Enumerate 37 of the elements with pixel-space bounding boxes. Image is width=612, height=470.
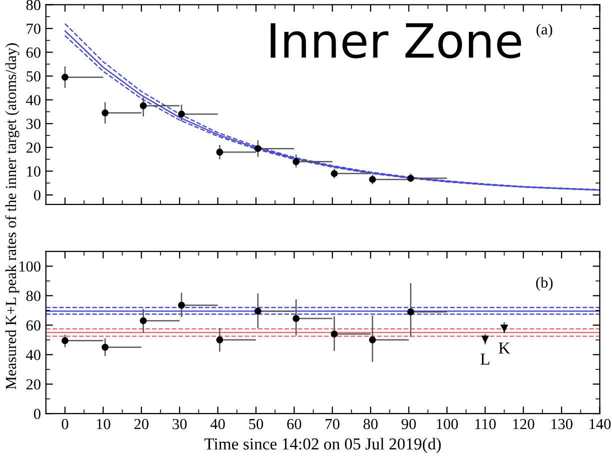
x-tick-label: 110 <box>475 418 496 430</box>
y-tick-label: 40 <box>26 350 40 360</box>
annotation: (b) <box>536 276 553 291</box>
x-tick-label: 20 <box>134 418 148 430</box>
y-tick-label: 0 <box>34 408 40 420</box>
x-tick-label: 40 <box>210 418 225 430</box>
y-tick-label: 0 <box>34 190 40 200</box>
y-tick-label: 80 <box>26 290 40 302</box>
y-tick-label: 50 <box>26 71 40 82</box>
y-tick-label: 60 <box>26 47 40 58</box>
x-tick-label: 0 <box>62 418 68 430</box>
y-tick-label: 70 <box>26 24 40 34</box>
x-tick-label: 130 <box>551 418 572 430</box>
annotation: Inner Zone <box>270 23 522 58</box>
x-tick-label: 10 <box>96 418 110 430</box>
x-tick-label: 140 <box>590 418 611 430</box>
y-tick-label: 100 <box>19 261 40 272</box>
annotation: (a) <box>536 24 552 38</box>
x-tick-label: 70 <box>326 418 340 430</box>
y-tick-label: 80 <box>26 0 40 10</box>
x-tick-label: 100 <box>436 418 458 430</box>
y-tick-label: 20 <box>26 142 40 153</box>
y-tick-label: 10 <box>27 166 40 177</box>
y-tick-label: 60 <box>26 320 40 331</box>
x-tick-label: 120 <box>513 418 534 430</box>
annotation: L <box>480 354 490 365</box>
y-tick-label: 40 <box>26 94 40 106</box>
y-tick-label: 30 <box>26 118 40 130</box>
x-tick-label: 60 <box>287 418 302 430</box>
y-tick-label: 20 <box>26 379 40 390</box>
x-tick-label: 30 <box>172 418 187 430</box>
x-tick-label: 90 <box>402 418 416 430</box>
x-tick-label: 50 <box>249 418 264 430</box>
x-tick-label: 80 <box>364 418 378 430</box>
x-axis-title: Time since 14:02 on 05 Jul 2019(d) <box>204 438 441 453</box>
y-axis-title: Measured K+L peak rates of the inner target (atoms/day) <box>5 43 20 390</box>
annotation: K <box>498 342 510 354</box>
